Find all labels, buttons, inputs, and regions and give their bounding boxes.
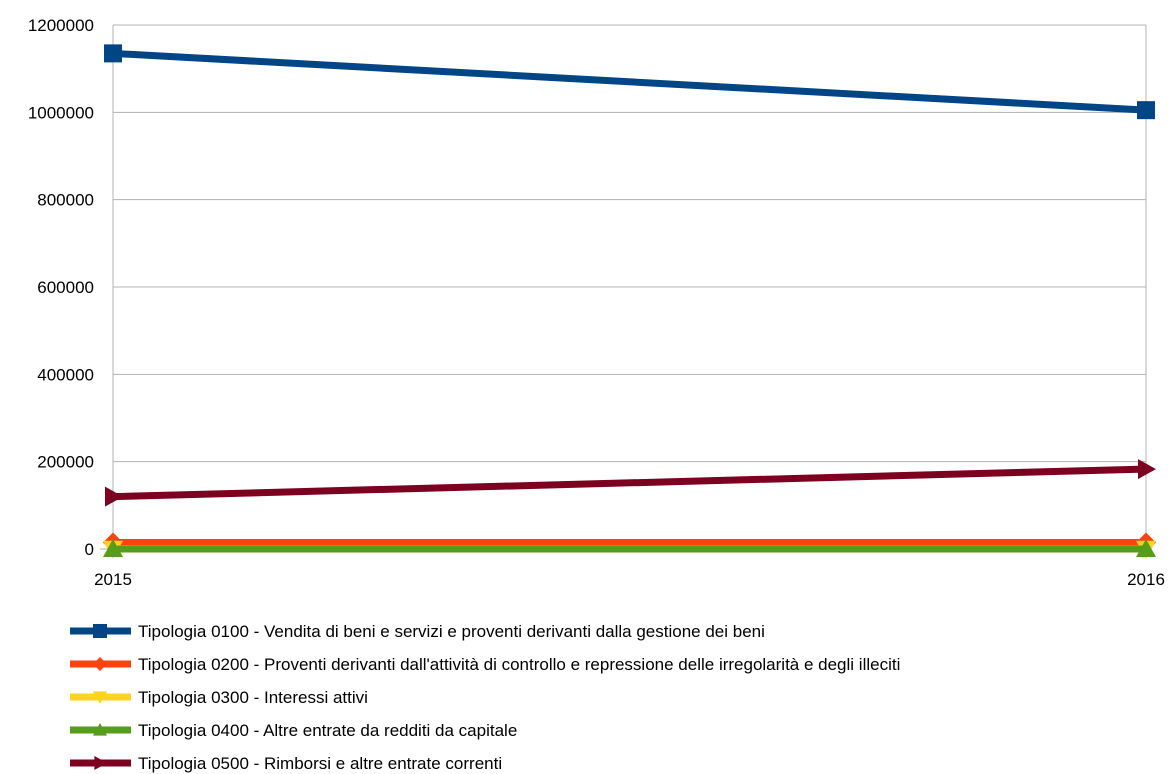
legend-label: Tipologia 0400 - Altre entrate da reddit… [138,721,517,740]
y-tick-label: 200000 [37,453,94,472]
legend-marker-square [93,624,107,638]
legend-marker-triangle-up [93,723,107,736]
legend-entry: Tipologia 0100 - Vendita di beni e servi… [70,622,765,641]
legend-label: Tipologia 0300 - Interessi attivi [138,688,368,707]
legend-entry: Tipologia 0500 - Rimborsi e altre entrat… [70,754,502,773]
data-point-square [104,44,122,63]
legend-entry: Tipologia 0300 - Interessi attivi [70,688,368,707]
y-tick-label: 0 [85,540,94,559]
legend-entry: Tipologia 0200 - Proventi derivanti dall… [70,655,900,674]
y-tick-label: 800000 [37,191,94,210]
legend-entry: Tipologia 0400 - Altre entrate da reddit… [70,721,517,740]
data-point-triangle-right [1138,459,1156,480]
legend: Tipologia 0100 - Vendita di beni e servi… [70,622,900,773]
y-tick-label: 1000000 [28,103,94,122]
data-point-triangle-up [1136,539,1156,557]
y-tick-label: 1200000 [28,16,94,35]
data-point-square [1137,101,1155,120]
series-line [112,49,1147,114]
legend-label: Tipologia 0100 - Vendita di beni e servi… [138,622,765,641]
data-point-triangle-up [103,539,123,557]
series-line [112,465,1147,501]
series-5 [105,459,1156,507]
legend-marker-diamond [93,657,107,671]
x-tick-label: 2015 [94,570,132,589]
series-1 [104,44,1155,120]
x-tick-label: 2016 [1127,570,1165,589]
y-tick-label: 400000 [37,365,94,384]
legend-marker-triangle-down [93,691,107,704]
gridlines [113,24,1146,463]
legend-label: Tipologia 0500 - Rimborsi e altre entrat… [138,754,502,773]
series-4 [103,539,1156,557]
series-lines [103,44,1156,559]
legend-marker-triangle-right [94,756,107,770]
data-point-triangle-right [105,486,123,507]
y-tick-label: 600000 [37,278,94,297]
legend-label: Tipologia 0200 - Proventi derivanti dall… [138,655,900,674]
